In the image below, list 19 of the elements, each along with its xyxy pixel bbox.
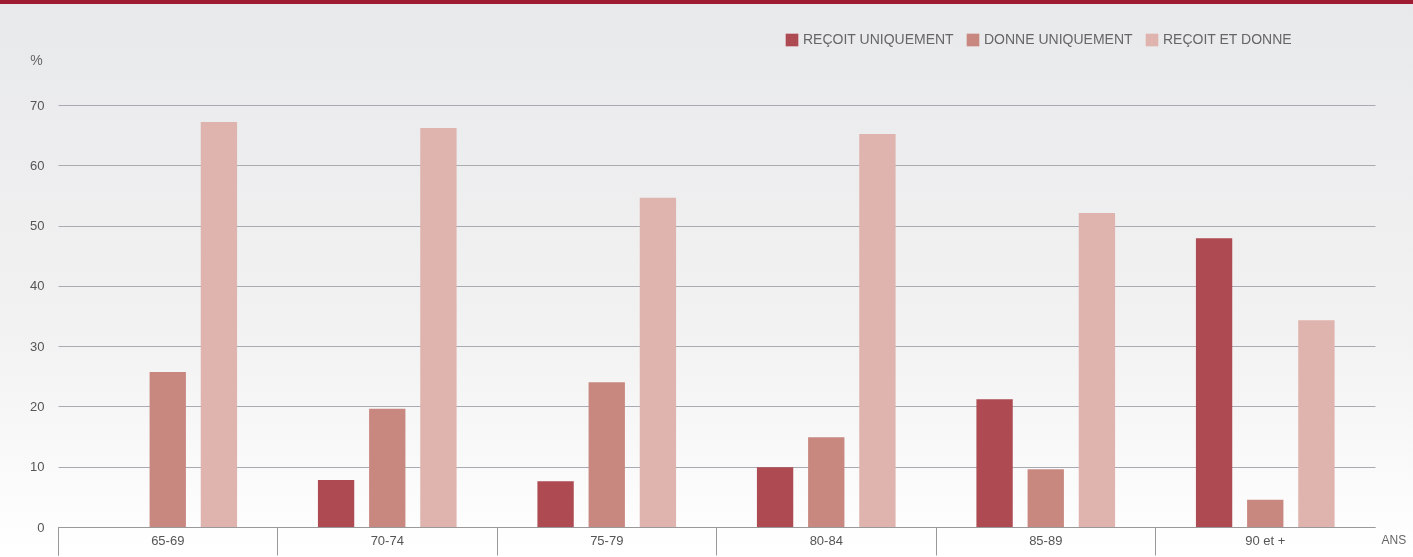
x-tick-label: 70-74 [370, 532, 404, 548]
y-tick-label: 20 [30, 398, 45, 414]
y-tick-label: 10 [30, 459, 45, 475]
x-tick-label: 80-84 [809, 532, 843, 548]
x-tick-label: 75-79 [590, 532, 624, 548]
legend-label: REÇOIT UNIQUEMENT [803, 31, 955, 47]
y-tick-label: 70 [30, 97, 45, 113]
legend-label: REÇOIT ET DONNE [1163, 31, 1292, 47]
y-tick-label: 50 [30, 218, 45, 234]
y-tick-label: 40 [30, 278, 45, 294]
x-tick-label: 85-89 [1029, 532, 1063, 548]
y-tick-label: 60 [30, 157, 45, 173]
legend-label: DONNE UNIQUEMENT [984, 31, 1134, 47]
x-tick-label: 65-69 [151, 532, 185, 548]
x-tick-label: 90 et + [1245, 532, 1286, 548]
x-axis-title: ANS [1381, 532, 1407, 547]
y-axis-title: % [30, 51, 43, 68]
y-tick-label: 0 [37, 519, 45, 535]
y-tick-label: 30 [30, 338, 45, 354]
